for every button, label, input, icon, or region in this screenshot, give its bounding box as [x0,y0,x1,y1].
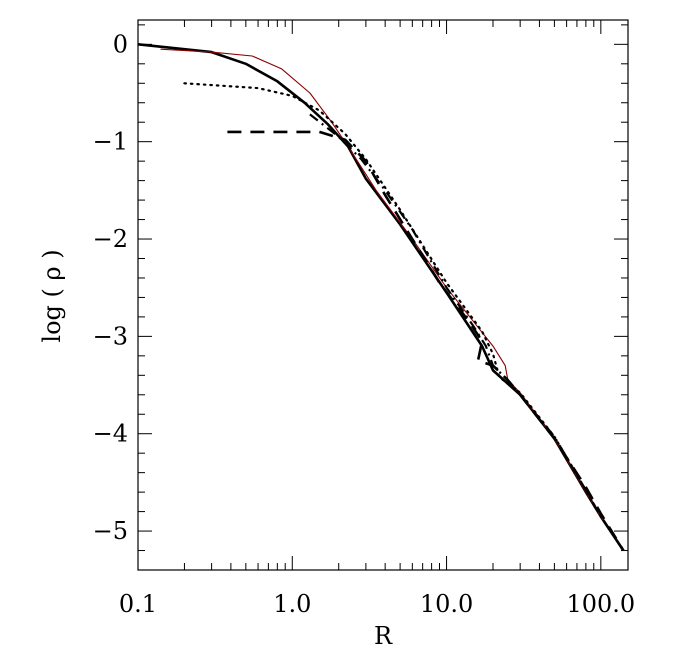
x-axis-label: R [374,622,393,650]
y-axis-label: log ( ρ ) [38,249,66,342]
series-line-solid-thick [138,44,623,550]
series-line-dash-dot [310,114,624,550]
x-tick-label: 1.0 [273,590,311,618]
y-tick-label: −1 [93,128,128,156]
y-tick-label: −4 [93,420,128,448]
series-line-dotted [184,83,623,550]
series-line-dashed [227,132,623,551]
plot-frame [138,20,628,570]
series-layer [138,44,623,550]
tick-labels: 0.1 1.0 10.0 100.0 0 −1 −2 −3 −4 −5 [93,30,636,618]
y-tick-label: −2 [93,225,128,253]
y-tick-label: −5 [93,517,128,545]
series-line-solid-thin [161,49,624,550]
x-tick-label: 10.0 [420,590,473,618]
x-tick-label: 0.1 [119,590,157,618]
axis-ticks [138,20,628,570]
x-tick-label: 100.0 [566,590,635,618]
y-tick-label: 0 [113,30,128,58]
y-tick-label: −3 [93,322,128,350]
